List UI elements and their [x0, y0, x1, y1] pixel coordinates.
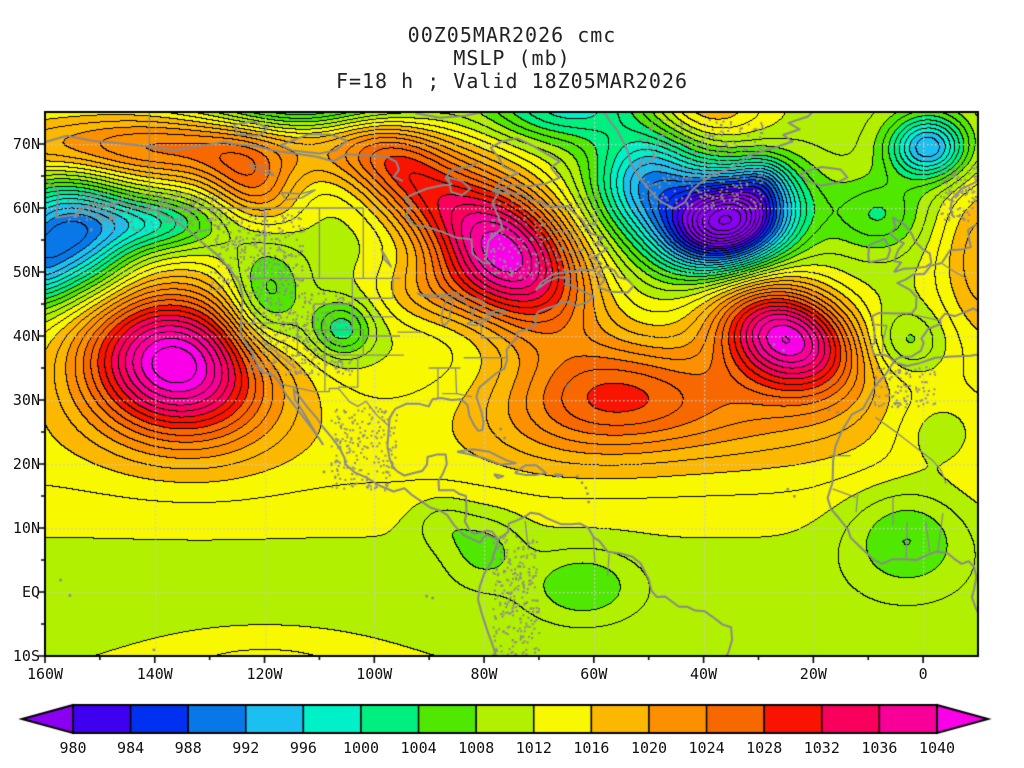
chart-title-init: 00Z05MAR2026 cmc: [407, 23, 617, 47]
chart-title-variable: MSLP (mb): [453, 46, 571, 70]
chart-title-valid: F=18 h ; Valid 18Z05MAR2026: [335, 69, 689, 93]
chart-title-block: 00Z05MAR2026 cmc MSLP (mb) F=18 h ; Vali…: [0, 24, 1024, 93]
